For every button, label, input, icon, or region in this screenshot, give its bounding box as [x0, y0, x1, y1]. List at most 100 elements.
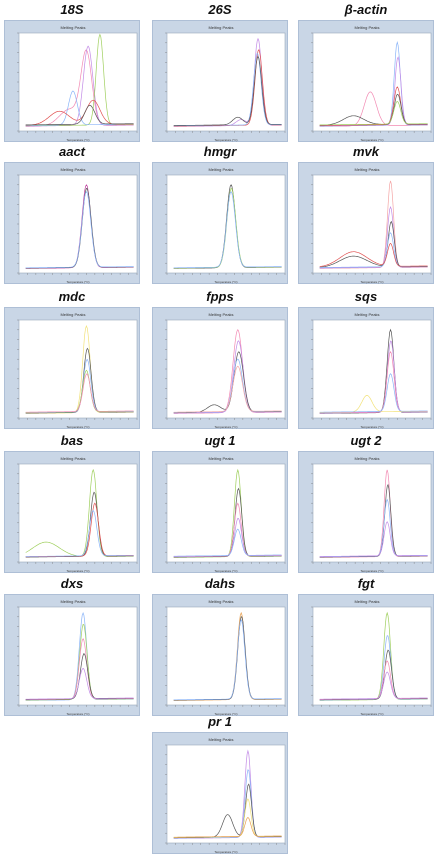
melting-curve-chart: Melting Peaks Temperature (°C): [17, 167, 138, 284]
melting-curve-series: [319, 521, 428, 557]
plot-frame: Melting Peaks Temperature (°C): [152, 307, 288, 429]
melting-curve-chart: Melting Peaks Temperature (°C): [165, 167, 286, 284]
panel-title: Melting Peaks: [354, 599, 379, 604]
gene-label: ugt 1: [204, 433, 236, 448]
panel-title: Melting Peaks: [354, 167, 379, 172]
panel-title: Melting Peaks: [208, 737, 233, 742]
plot-frame: Melting Peaks Temperature (°C): [298, 451, 434, 573]
x-axis-label: Temperature (°C): [214, 569, 237, 573]
x-axis-label: Temperature (°C): [214, 280, 237, 284]
melting-curve-panel: pr 1 Melting Peaks Temperature (°C): [150, 712, 290, 854]
x-axis-label: Temperature (°C): [214, 425, 237, 429]
melting-curve-panel: fgt Melting Peaks Temperature (°C): [296, 574, 436, 716]
gene-label: aact: [58, 144, 86, 159]
plot-frame: Melting Peaks Temperature (°C): [4, 20, 140, 142]
plot-area: [312, 174, 432, 274]
plot-frame: Melting Peaks Temperature (°C): [152, 451, 288, 573]
melting-curve-chart: Melting Peaks Temperature (°C): [311, 456, 432, 573]
melting-curve-series: [173, 191, 282, 269]
gene-label: hmgr: [203, 144, 237, 159]
plot-area: [312, 606, 432, 706]
x-axis-label: Temperature (°C): [66, 280, 89, 284]
melting-curve-chart: Melting Peaks Temperature (°C): [165, 599, 286, 716]
plot-area: [18, 463, 138, 563]
melting-curve-chart: Melting Peaks Temperature (°C): [165, 456, 286, 573]
panel-title: Melting Peaks: [208, 312, 233, 317]
x-axis-label: Temperature (°C): [214, 712, 237, 716]
plot-area: [18, 32, 138, 132]
gene-label: mvk: [352, 144, 380, 159]
panel-title: Melting Peaks: [208, 25, 233, 30]
panel-title: Melting Peaks: [60, 599, 85, 604]
melting-curve-series: [319, 671, 428, 700]
melting-curve-panel: β-actin Melting Peaks Temperature (°C): [296, 0, 436, 142]
panel-title: Melting Peaks: [354, 456, 379, 461]
plot-area: [312, 32, 432, 132]
x-axis-label: Temperature (°C): [360, 280, 383, 284]
plot-area: [166, 744, 286, 844]
x-axis-label: Temperature (°C): [66, 138, 89, 142]
melting-curve-series: [173, 365, 282, 413]
melting-curve-series: [173, 619, 282, 701]
panel-title: Melting Peaks: [354, 25, 379, 30]
melting-curve-chart: Melting Peaks Temperature (°C): [165, 737, 286, 854]
panel-title: Melting Peaks: [60, 312, 85, 317]
gene-label: ugt 2: [350, 433, 382, 448]
melting-curve-panel: ugt 1 Melting Peaks Temperature (°C): [150, 431, 290, 573]
plot-frame: Melting Peaks Temperature (°C): [4, 594, 140, 716]
x-axis-label: Temperature (°C): [66, 425, 89, 429]
gene-label: mdc: [58, 289, 86, 304]
plot-area: [18, 606, 138, 706]
gene-label: dxs: [60, 576, 84, 591]
x-axis-label: Temperature (°C): [360, 712, 383, 716]
plot-area: [18, 319, 138, 419]
melting-curve-series: [25, 90, 134, 126]
melting-curve-panel: dxs Melting Peaks Temperature (°C): [2, 574, 142, 716]
melting-curve-chart: Melting Peaks Temperature (°C): [17, 312, 138, 429]
melting-curve-chart: Melting Peaks Temperature (°C): [311, 599, 432, 716]
melting-curve-panel: fpps Melting Peaks Temperature (°C): [150, 287, 290, 429]
plot-frame: Melting Peaks Temperature (°C): [152, 594, 288, 716]
x-axis-label: Temperature (°C): [360, 138, 383, 142]
gene-label: β-actin: [344, 2, 388, 17]
melting-curve-chart: Melting Peaks Temperature (°C): [311, 167, 432, 284]
panel-title: Melting Peaks: [60, 25, 85, 30]
melting-curve-panel: mdc Melting Peaks Temperature (°C): [2, 287, 142, 429]
melting-curve-chart: Melting Peaks Temperature (°C): [165, 25, 286, 142]
melting-curve-series: [319, 242, 428, 267]
plot-frame: Melting Peaks Temperature (°C): [4, 307, 140, 429]
melting-curve-panel: bas Melting Peaks Temperature (°C): [2, 431, 142, 573]
plot-area: [312, 463, 432, 563]
plot-frame: Melting Peaks Temperature (°C): [298, 162, 434, 284]
melting-curve-panel: dahs Melting Peaks Temperature (°C): [150, 574, 290, 716]
x-axis-label: Temperature (°C): [214, 850, 237, 854]
plot-frame: Melting Peaks Temperature (°C): [4, 162, 140, 284]
panel-title: Melting Peaks: [60, 456, 85, 461]
melting-curve-panel: hmgr Melting Peaks Temperature (°C): [150, 142, 290, 284]
melting-curve-series: [319, 100, 428, 126]
melting-curve-chart: Melting Peaks Temperature (°C): [311, 25, 432, 142]
panel-title: Melting Peaks: [208, 599, 233, 604]
melting-curve-chart: Melting Peaks Temperature (°C): [311, 312, 432, 429]
panel-title: Melting Peaks: [60, 167, 85, 172]
gene-label: pr 1: [208, 714, 232, 729]
melting-curve-series: [25, 373, 134, 413]
panel-title: Melting Peaks: [208, 167, 233, 172]
melting-curve-chart: Melting Peaks Temperature (°C): [17, 25, 138, 142]
panel-title: Melting Peaks: [354, 312, 379, 317]
gene-label: dahs: [204, 576, 236, 591]
plot-frame: Melting Peaks Temperature (°C): [152, 732, 288, 854]
melting-curve-series: [173, 55, 282, 126]
plot-frame: Melting Peaks Temperature (°C): [298, 20, 434, 142]
melting-curve-chart: Melting Peaks Temperature (°C): [165, 312, 286, 429]
gene-label: sqs: [354, 289, 378, 304]
plot-frame: Melting Peaks Temperature (°C): [4, 451, 140, 573]
plot-frame: Melting Peaks Temperature (°C): [152, 162, 288, 284]
plot-area: [166, 606, 286, 706]
plot-area: [166, 463, 286, 563]
melting-curve-panel: mvk Melting Peaks Temperature (°C): [296, 142, 436, 284]
x-axis-label: Temperature (°C): [360, 569, 383, 573]
melting-curve-series: [25, 191, 134, 269]
melting-curve-panel: 18S Melting Peaks Temperature (°C): [2, 0, 142, 142]
x-axis-label: Temperature (°C): [66, 569, 89, 573]
